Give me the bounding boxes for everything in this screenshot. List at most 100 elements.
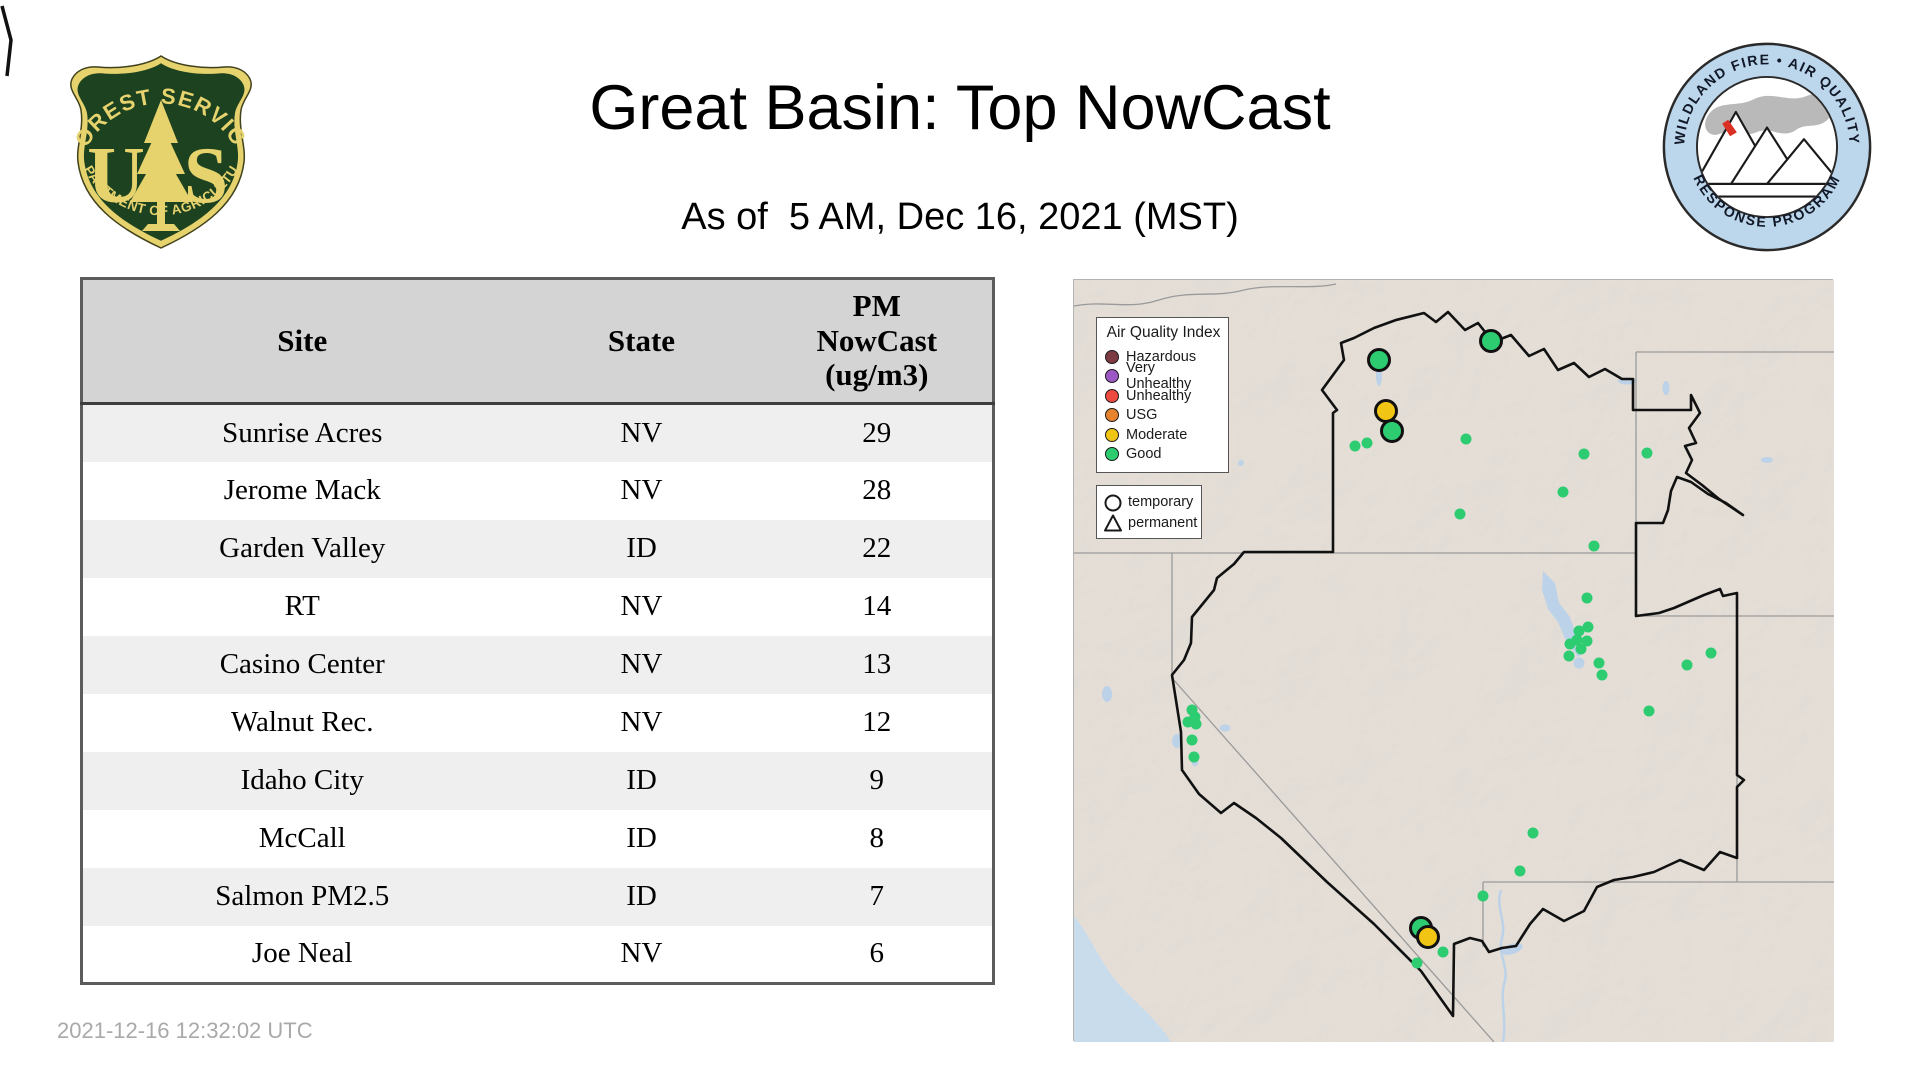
column-header: State [521, 278, 762, 405]
monitor-markers [1367, 329, 1503, 949]
permanent-site-dot [1593, 657, 1605, 669]
monitor-marker-good [1367, 348, 1391, 372]
aqi-item-label: Moderate [1126, 426, 1188, 443]
cell-value: 13 [862, 648, 892, 680]
lake-tahoe [1172, 734, 1182, 748]
column-header: Site [81, 278, 522, 405]
cell-state: ID [626, 822, 657, 854]
cell-state: ID [626, 764, 657, 796]
cell-site: Joe Neal [251, 937, 353, 970]
pacific-ocean [1074, 916, 1171, 1042]
permanent-triangle-icon [1104, 514, 1122, 531]
table-body: Sunrise Acres NV 29 Jerome Mack NV 28 Garden V… [81, 403, 994, 984]
permanent-site-dot [1190, 718, 1202, 730]
cell-state: NV [620, 937, 663, 970]
aqi-item-label: Good [1126, 446, 1162, 463]
permanent-site-dot [1582, 621, 1594, 633]
aqi-color-swatch [1105, 388, 1119, 403]
cell-state: NV [620, 648, 663, 680]
permanent-site-dot [1349, 440, 1361, 452]
table-row: Walnut Rec. NV 12 [81, 693, 994, 752]
permanent-site-dot [1578, 448, 1590, 460]
monitor-marker-good [1479, 329, 1503, 353]
cell-site: Idaho City [240, 764, 364, 796]
permanent-site-dot [1437, 946, 1449, 958]
cell-site: Walnut Rec. [230, 706, 374, 738]
cell-value: 8 [869, 822, 885, 854]
permanent-site-dot [1705, 647, 1717, 659]
aqi-legend-title: Air Quality Index [1106, 324, 1221, 341]
permanent-site-dot [1454, 508, 1466, 520]
cell-state: NV [620, 590, 663, 622]
small-site-dots [1182, 433, 1717, 969]
permanent-site-dot [1361, 437, 1373, 449]
table-row: Sunrise Acres NV 29 [81, 403, 994, 462]
aqi-color-swatch [1105, 427, 1119, 442]
aqi-color-swatch [1105, 349, 1119, 364]
cell-state: ID [626, 532, 657, 564]
permanent-site-dot [1477, 890, 1489, 902]
cell-state: NV [620, 416, 663, 449]
wfaqrp-logo: WILDLAND FIRE • AIR QUALITY RESPONSE PRO… [1660, 40, 1874, 259]
permanent-site-dot [1411, 957, 1423, 969]
table-row: Garden Valley ID 22 [81, 519, 994, 578]
cell-value: 29 [862, 416, 892, 449]
aqi-item-label: Unhealthy [1126, 387, 1192, 404]
cell-site: McCall [258, 822, 346, 854]
permanent-site-dot [1460, 433, 1472, 445]
legend-permanent-row: permanent [1103, 512, 1197, 533]
aqi-legend: Air Quality Index Hazardous Very Unhealth… [1096, 317, 1229, 473]
table-header: Site State PM NowCast (ug/m3) [81, 278, 994, 405]
cell-value: 22 [862, 532, 892, 564]
great-basin-boundary [1170, 310, 1746, 1018]
permanent-site-dot [1186, 734, 1198, 746]
permanent-site-dot [1527, 827, 1539, 839]
permanent-site-dot [1681, 659, 1693, 671]
usfs-letter-u: U [87, 132, 145, 220]
aqi-legend-item: Unhealthy [1105, 386, 1222, 406]
scan-artifact [0, 5, 13, 77]
table-row: Casino Center NV 13 [81, 635, 994, 694]
aqi-item-label: Very Unhealthy [1126, 360, 1192, 393]
monitor-marker-moderate [1416, 925, 1440, 949]
permanent-site-dot [1575, 643, 1587, 655]
mono-lake [1219, 724, 1231, 732]
permanent-site-dot [1641, 447, 1653, 459]
cell-value: 9 [869, 764, 885, 796]
permanent-site-dot [1596, 669, 1608, 681]
permanent-site-dot [1581, 635, 1593, 647]
generated-timestamp: 2021-12-16 12:32:02 UTC [57, 1018, 313, 1043]
cell-site: Garden Valley [219, 532, 386, 564]
permanent-site-dot [1643, 705, 1655, 717]
aqi-legend-item: USG [1105, 406, 1222, 426]
permanent-site-dot [1573, 625, 1585, 637]
nowcast-table: Site State PM NowCast (ug/m3) Sunrise Acres N… [80, 277, 995, 985]
cell-site: Salmon PM2.5 [215, 880, 390, 912]
mountains-icon [1697, 110, 1837, 186]
aqi-color-swatch [1105, 408, 1119, 423]
permanent-site-dot [1514, 865, 1526, 877]
table-row: Idaho City ID 9 [81, 751, 994, 810]
page-title: Great Basin: Top NowCast [589, 73, 1331, 143]
fire-mark [1722, 119, 1737, 137]
permanent-site-dot [1588, 540, 1600, 552]
permanent-site-dot [1557, 486, 1569, 498]
legend-temporary-row: temporary [1103, 491, 1195, 512]
cell-site: RT [284, 590, 320, 622]
table-row: Joe Neal NV 6 [81, 925, 994, 984]
cell-value: 28 [862, 474, 892, 506]
permanent-site-dot [1564, 638, 1576, 650]
cell-state: NV [620, 474, 663, 506]
monitor-marker-moderate [1374, 399, 1398, 423]
column-header: PM NowCast (ug/m3) [761, 278, 994, 405]
cell-site: Jerome Mack [223, 474, 381, 506]
table-row: Salmon PM2.5 ID 7 [81, 867, 994, 926]
permanent-site-dot [1188, 751, 1200, 763]
colorado-river [1498, 889, 1507, 1042]
aqi-item-label: Hazardous [1126, 348, 1197, 365]
bear-lake [1662, 381, 1670, 395]
monitor-map: Air Quality Index Hazardous Very Unhealth… [1073, 279, 1834, 1042]
table-row: McCall ID 8 [81, 809, 994, 868]
usfs-logo: FOREST SERVICE U S DEPARTMENT OF AGRICUL… [48, 30, 266, 260]
table-row: Jerome Mack NV 28 [81, 461, 994, 520]
